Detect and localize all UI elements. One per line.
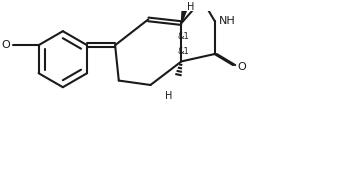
Text: &1: &1 <box>178 32 190 41</box>
Text: NH: NH <box>219 16 236 26</box>
Text: H: H <box>165 91 173 101</box>
Text: &1: &1 <box>178 46 190 56</box>
Polygon shape <box>181 9 187 23</box>
Text: H: H <box>187 2 194 12</box>
Text: O: O <box>1 40 10 50</box>
Text: O: O <box>237 62 246 72</box>
